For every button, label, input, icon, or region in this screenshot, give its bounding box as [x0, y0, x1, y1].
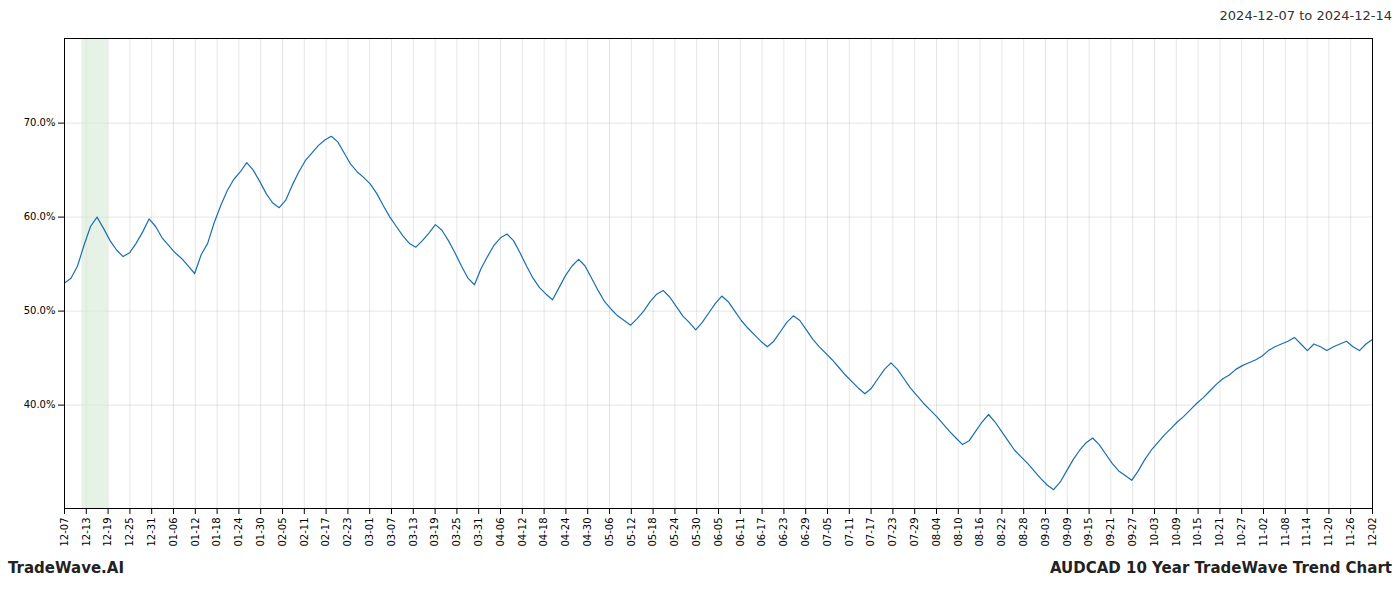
svg-text:08-16: 08-16 [974, 518, 985, 547]
svg-text:10-27: 10-27 [1236, 518, 1247, 547]
svg-text:02-23: 02-23 [342, 518, 353, 547]
svg-text:01-06: 01-06 [168, 518, 179, 547]
svg-text:12-19: 12-19 [102, 518, 113, 547]
html-text:AUDCAD 10 Year TradeWave Trend: AUDCAD 10 Year TradeWave Trend Chart [1049, 559, 1392, 577]
svg-text:10-15: 10-15 [1192, 518, 1203, 547]
svg-text:02-05: 02-05 [277, 518, 288, 547]
svg-text:08-10: 08-10 [953, 518, 964, 547]
svg-text:05-30: 05-30 [691, 518, 702, 547]
svg-text:40.0%: 40.0% [24, 399, 56, 410]
svg-text:11-14: 11-14 [1301, 518, 1312, 547]
svg-text:06-23: 06-23 [778, 518, 789, 547]
svg-text:04-30: 04-30 [582, 518, 593, 547]
svg-text:06-05: 06-05 [713, 518, 724, 547]
svg-text:07-11: 07-11 [844, 518, 855, 547]
svg-text:03-07: 03-07 [386, 518, 397, 547]
svg-text:05-06: 05-06 [604, 518, 615, 547]
svg-text:07-29: 07-29 [909, 518, 920, 547]
svg-text:12-31: 12-31 [146, 518, 157, 547]
svg-text:04-12: 04-12 [517, 518, 528, 547]
svg-text:01-12: 01-12 [190, 518, 201, 547]
html-text:2024-12-07 to 2024-12-14: 2024-12-07 to 2024-12-14 [1219, 8, 1392, 23]
svg-text:60.0%: 60.0% [24, 211, 56, 222]
svg-text:08-28: 08-28 [1018, 518, 1029, 547]
svg-text:05-12: 05-12 [626, 518, 637, 547]
svg-text:04-06: 04-06 [495, 518, 506, 547]
svg-text:07-05: 07-05 [822, 518, 833, 547]
svg-text:05-18: 05-18 [647, 518, 658, 547]
svg-text:12-13: 12-13 [81, 518, 92, 547]
svg-text:02-11: 02-11 [299, 518, 310, 547]
svg-text:07-23: 07-23 [887, 518, 898, 547]
svg-text:01-30: 01-30 [255, 518, 266, 547]
svg-text:03-25: 03-25 [451, 518, 462, 547]
svg-text:09-03: 09-03 [1040, 518, 1051, 547]
svg-text:06-11: 06-11 [735, 518, 746, 547]
svg-text:05-24: 05-24 [669, 518, 680, 547]
svg-text:03-31: 03-31 [473, 518, 484, 547]
svg-text:10-09: 10-09 [1171, 518, 1182, 547]
svg-text:04-18: 04-18 [538, 518, 549, 547]
svg-text:07-17: 07-17 [865, 518, 876, 547]
svg-text:12-25: 12-25 [124, 518, 135, 547]
svg-text:11-08: 11-08 [1280, 518, 1291, 547]
svg-text:12-02: 12-02 [1367, 518, 1378, 547]
svg-text:08-22: 08-22 [996, 518, 1007, 547]
svg-text:03-19: 03-19 [429, 518, 440, 547]
svg-text:09-15: 09-15 [1083, 518, 1094, 547]
svg-text:11-26: 11-26 [1345, 518, 1356, 547]
svg-text:10-03: 10-03 [1149, 518, 1160, 547]
svg-text:01-18: 01-18 [211, 518, 222, 547]
svg-text:12-07: 12-07 [59, 518, 70, 547]
svg-text:06-17: 06-17 [756, 518, 767, 547]
svg-text:01-24: 01-24 [233, 518, 244, 547]
svg-text:09-27: 09-27 [1127, 518, 1138, 547]
svg-text:03-01: 03-01 [364, 518, 375, 547]
svg-text:10-21: 10-21 [1214, 518, 1225, 547]
svg-text:11-02: 11-02 [1258, 518, 1269, 547]
svg-text:09-09: 09-09 [1062, 518, 1073, 547]
svg-text:50.0%: 50.0% [24, 305, 56, 316]
svg-text:11-20: 11-20 [1323, 518, 1334, 547]
svg-text:04-24: 04-24 [560, 518, 571, 547]
svg-text:08-04: 08-04 [931, 518, 942, 547]
svg-text:09-21: 09-21 [1105, 518, 1116, 547]
svg-text:03-13: 03-13 [408, 518, 419, 547]
svg-text:06-29: 06-29 [800, 518, 811, 547]
html-text:TradeWave.AI: TradeWave.AI [8, 559, 124, 577]
svg-text:02-17: 02-17 [320, 518, 331, 547]
svg-text:70.0%: 70.0% [24, 117, 56, 128]
